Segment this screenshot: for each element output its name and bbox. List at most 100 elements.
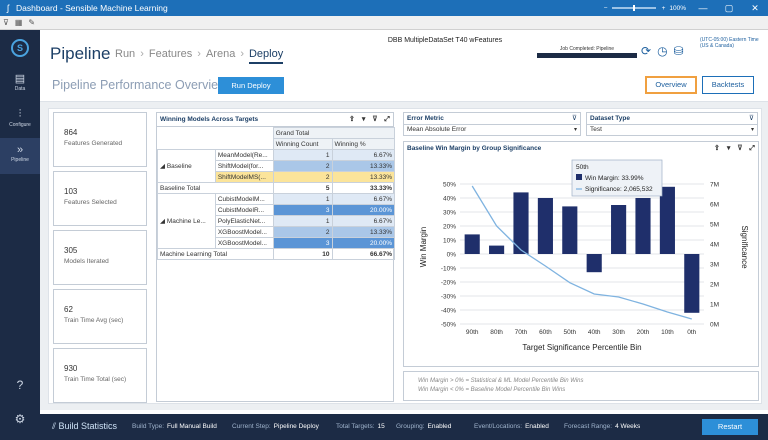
- table-row[interactable]: ◢ Baseline MeanModel(Re... 1 6.67%: [157, 149, 396, 183]
- pct-cell: 6.67%: [331, 215, 396, 227]
- stat-card: 864 Features Generated: [53, 112, 147, 167]
- step-features[interactable]: Features: [148, 48, 193, 60]
- zoom-out-icon[interactable]: −: [603, 4, 608, 12]
- sliders-icon: ⫶: [18, 108, 22, 120]
- overview-button[interactable]: Overview: [645, 76, 697, 94]
- job-progress-fill: [537, 53, 637, 58]
- clear-filter-icon[interactable]: ⊽: [571, 115, 577, 122]
- step-run[interactable]: Run: [115, 48, 136, 60]
- refresh-icon[interactable]: ⟳: [641, 44, 652, 58]
- pct-cell: 6.67%: [331, 193, 396, 205]
- stat-card: 305 Models Iterated: [53, 230, 147, 285]
- footnote-line: Win Margin > 0% = Statistical & ML Model…: [418, 378, 584, 384]
- sidebar: S ▤ Data ⫶ Configure » Pipeline ? ⚙: [0, 30, 40, 440]
- panel-header: Baseline Win Margin by Group Significanc…: [404, 142, 758, 156]
- backtests-button[interactable]: Backtests: [702, 76, 754, 94]
- subtotal-label: Baseline Total: [157, 182, 274, 194]
- chart-title: Baseline Win Margin by Group Significanc…: [407, 145, 542, 152]
- restart-button[interactable]: Restart: [702, 419, 758, 435]
- dashboard-content: 864 Features Generated 103 Features Sele…: [48, 108, 762, 404]
- table-row[interactable]: XGBoostModel... 3 20.00%: [158, 237, 396, 249]
- pct-cell: 13.33%: [331, 226, 396, 238]
- stat-label: Features Selected: [64, 199, 117, 206]
- zoom-slider[interactable]: [611, 5, 656, 11]
- expand-icon[interactable]: ⤢: [749, 145, 755, 152]
- filter-icon[interactable]: ⊽: [372, 116, 378, 123]
- sidebar-item-pipeline[interactable]: » Pipeline: [0, 138, 40, 174]
- table-row-selected[interactable]: ShiftModelMS(... 2 13.33%: [158, 171, 396, 183]
- win-margin-chart[interactable]: -50% -40% -30% -20% -10% 0% 10% 20% 30% 40% 50% 0M 1…: [404, 156, 758, 366]
- chevron-right-icon: ›: [240, 48, 244, 60]
- error-metric-select[interactable]: Mean Absolute Error ▾: [403, 124, 581, 136]
- stat-value: 103: [64, 187, 78, 196]
- y-axis-title: Win Margin: [419, 227, 428, 267]
- x-tick-label: 70th: [515, 329, 528, 336]
- close-button[interactable]: ✕: [751, 2, 759, 13]
- chevron-down-icon: ▾: [573, 127, 577, 133]
- chevron-down-icon[interactable]: ▾: [361, 116, 366, 123]
- status-value: Enabled: [427, 423, 452, 430]
- status-item: Event/Locations: Enabled: [474, 423, 549, 430]
- x-tick-label: 40th: [588, 329, 601, 336]
- clear-filter-icon[interactable]: ⊽: [748, 115, 754, 122]
- database-icon: ▤: [14, 73, 26, 85]
- collapse-icon[interactable]: ◢: [160, 163, 165, 170]
- export-icon[interactable]: ⇪: [714, 145, 720, 152]
- stat-card: 930 Train Time Total (sec): [53, 348, 147, 403]
- table-row[interactable]: ◢ Machine Le... CubistModelM... 1 6.67%: [157, 193, 396, 249]
- export-icon[interactable]: ⇪: [349, 116, 355, 123]
- column-header: Grand Total: [272, 127, 396, 139]
- filter-icon[interactable]: ⊽: [3, 18, 9, 27]
- panel-actions: ⇪ ▾ ⊽ ⤢: [344, 115, 390, 124]
- grid-icon[interactable]: ▦: [14, 18, 23, 27]
- status-label: Grouping:: [396, 423, 425, 430]
- zoom-slider-knob[interactable]: [632, 5, 635, 11]
- column-header: Winning %: [331, 138, 396, 150]
- step-arena[interactable]: Arena: [205, 48, 236, 60]
- edit-icon[interactable]: ✎: [28, 18, 36, 27]
- status-value: Enabled: [525, 423, 549, 430]
- tooltip-win: Win Margin: 33.99%: [585, 175, 644, 182]
- x-tick-label: 50th: [563, 329, 576, 336]
- group-label[interactable]: ◢ Machine Le...: [157, 193, 216, 249]
- status-value: 15: [377, 423, 385, 430]
- zoom-in-icon[interactable]: +: [661, 4, 666, 12]
- sidebar-item-configure[interactable]: ⫶ Configure: [0, 102, 40, 138]
- model-name: ShiftModelMS(...: [214, 171, 274, 183]
- collapse-icon[interactable]: ◢: [160, 218, 165, 225]
- significance-line: [471, 185, 692, 320]
- y-tick-label: 40%: [443, 196, 456, 203]
- x-tick-label: 60th: [539, 329, 552, 336]
- help-icon[interactable]: ?: [16, 378, 24, 392]
- sidebar-item-data[interactable]: ▤ Data: [0, 66, 40, 102]
- build-statistics-title: ⫽ Build Statistics: [52, 421, 117, 432]
- dataset-type-select[interactable]: Test ▾: [586, 124, 758, 136]
- page-title: Pipeline: [50, 44, 111, 63]
- y2-tick-label: 1M: [710, 302, 719, 309]
- clock-icon[interactable]: ◷: [657, 44, 668, 58]
- pipeline-icon: »: [16, 144, 24, 156]
- filter-label: Dataset Type: [590, 115, 630, 122]
- expand-icon[interactable]: ⤢: [384, 116, 390, 123]
- database-icon[interactable]: ⛁: [673, 44, 684, 58]
- table-row[interactable]: XGBoostModel... 2 13.33%: [158, 226, 396, 238]
- chevron-down-icon: ▾: [750, 127, 754, 133]
- count-cell: 5: [272, 182, 333, 194]
- chevron-right-icon: ›: [140, 48, 144, 60]
- overview-title: Pipeline Performance Overview:: [52, 78, 231, 92]
- settings-icon[interactable]: ⚙: [14, 412, 26, 426]
- stat-value: 305: [64, 246, 78, 255]
- group-label[interactable]: ◢ Baseline: [157, 149, 216, 183]
- chevron-down-icon[interactable]: ▾: [726, 145, 731, 152]
- status-item: Current Step: Pipeline Deploy: [232, 423, 319, 430]
- y2-tick-label: 0M: [710, 322, 719, 329]
- y-tick-label: -40%: [441, 308, 456, 315]
- maximize-button[interactable]: ▢: [724, 2, 734, 13]
- minimize-button[interactable]: —: [698, 3, 708, 13]
- app-logo-icon: ʃ: [7, 3, 9, 13]
- step-deploy[interactable]: Deploy: [248, 48, 284, 64]
- table-row[interactable]: PolyElasticNet... 1 6.67%: [158, 215, 396, 227]
- filter-header: Dataset Type ⊽: [586, 112, 758, 124]
- run-deploy-button[interactable]: Run Deploy: [218, 77, 284, 94]
- filter-icon[interactable]: ⊽: [737, 145, 743, 152]
